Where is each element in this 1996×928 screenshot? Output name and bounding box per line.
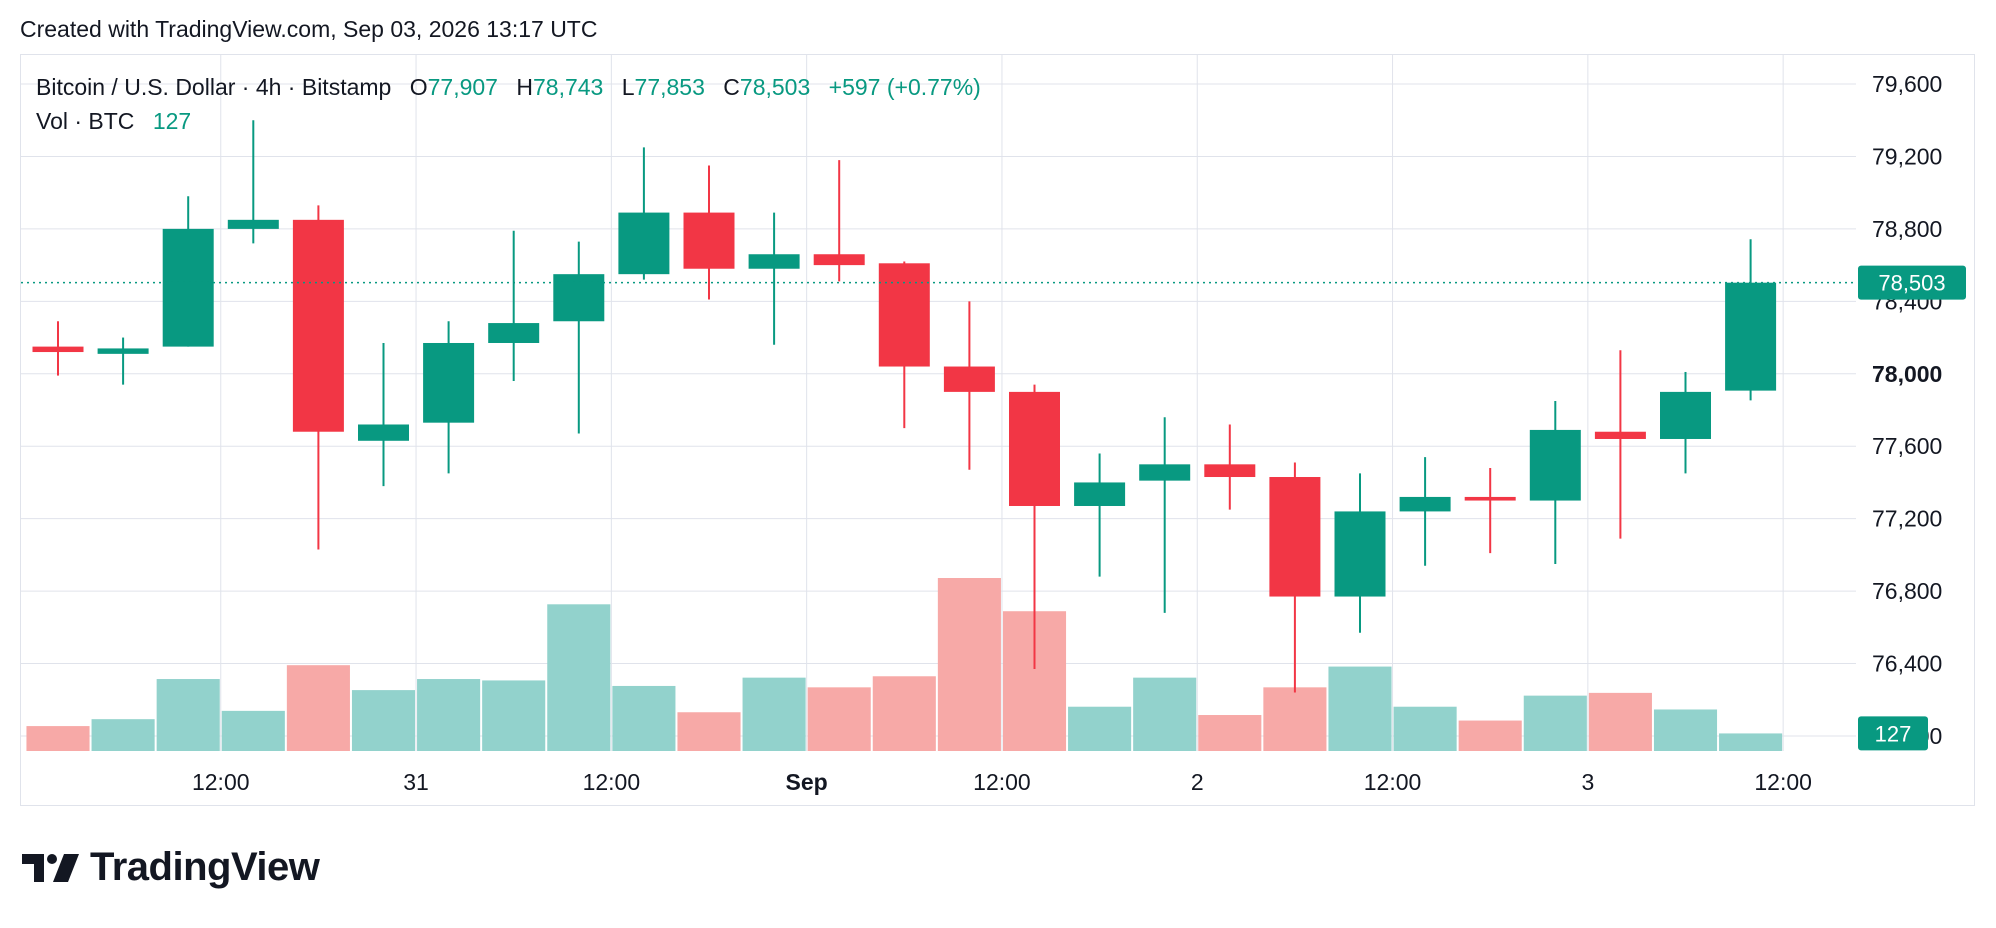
candle-body (618, 212, 670, 275)
x-tick-label: 2 (1191, 769, 1204, 795)
candle-body (32, 346, 84, 353)
volume-value: 127 (152, 108, 192, 134)
volume-label: Vol · BTC (36, 108, 135, 134)
volume-bar (612, 685, 676, 751)
volume-bar (742, 677, 806, 751)
open-value: 77,907 (427, 74, 498, 100)
candle-body (1594, 431, 1646, 439)
volume-bar (1263, 687, 1327, 751)
volume-bar (1328, 666, 1392, 751)
volume-bar (872, 676, 936, 751)
high-label: H (516, 74, 533, 100)
x-tick-label: 12:00 (1364, 769, 1422, 795)
volume-bar (1523, 695, 1587, 751)
last-price-tag (1858, 265, 1966, 300)
candle-body (683, 212, 735, 269)
y-tick-label: 79,600 (1872, 71, 1942, 97)
last-price-tag-label: 78,503 (1878, 271, 1945, 296)
volume-bar (547, 604, 611, 751)
volume-bar (156, 679, 220, 751)
chart-frame[interactable] (20, 54, 1975, 806)
x-tick-label: Sep (786, 769, 828, 795)
x-tick-label: 31 (403, 769, 429, 795)
candle-body (943, 366, 995, 392)
candle-body (1204, 464, 1256, 478)
candle-body (97, 348, 149, 354)
close-value: 78,503 (739, 74, 811, 100)
volume-bar (807, 687, 871, 751)
volume-bar (937, 578, 1001, 751)
y-tick-label: 78,800 (1872, 216, 1942, 242)
x-tick-label: 12:00 (192, 769, 250, 795)
volume-bar (221, 710, 285, 751)
candle-body (488, 323, 540, 343)
low-value: 77,853 (634, 74, 705, 100)
tradingview-logo[interactable]: TradingView (22, 845, 320, 890)
candle-body (553, 274, 605, 322)
y-tick-label: 78,000 (1872, 361, 1942, 387)
change-value: +597 (+0.77%) (828, 74, 981, 100)
candle-body (162, 228, 214, 347)
volume-bar (286, 665, 350, 751)
last-volume-tag-label: 127 (1875, 721, 1912, 746)
candle-body (1660, 391, 1711, 439)
y-tick-label: 76,400 (1872, 651, 1942, 677)
y-tick-label: 77,600 (1872, 433, 1942, 459)
volume-bar (91, 719, 155, 751)
candle-body (813, 254, 865, 266)
y-tick-label: 79,200 (1872, 143, 1942, 169)
volume-bar (26, 726, 90, 751)
volume-bar (1588, 692, 1652, 751)
volume-bar (1653, 709, 1718, 751)
candle-body (1334, 511, 1386, 597)
x-tick-label: 12:00 (973, 769, 1031, 795)
volume-bar (482, 680, 546, 751)
volume-bar (1198, 715, 1262, 751)
candle-body (292, 219, 344, 432)
candle-body (748, 254, 800, 269)
close-label: C (723, 74, 740, 100)
candle-body (1529, 429, 1581, 501)
candle-body (878, 263, 930, 367)
candle-body (1464, 496, 1516, 501)
volume-bar (1458, 720, 1522, 751)
open-label: O (409, 74, 428, 100)
candle-body (1139, 464, 1191, 481)
candle-body (423, 342, 475, 423)
candle-body (1009, 391, 1060, 506)
low-label: L (621, 74, 635, 100)
high-value: 78,743 (533, 74, 604, 100)
candle-body (358, 424, 409, 441)
x-tick-label: 12:00 (583, 769, 641, 795)
y-tick-label: 76,800 (1872, 578, 1942, 604)
symbol-label: Bitcoin / U.S. Dollar · 4h · Bitstamp (36, 74, 392, 100)
chart-legend: Bitcoin / U.S. Dollar · 4h · Bitstamp O7… (36, 70, 981, 138)
candle-body (1725, 282, 1777, 391)
volume-bar (1068, 706, 1132, 751)
volume-bar (351, 690, 416, 751)
x-tick-label: 3 (1581, 769, 1594, 795)
candle-body (1074, 482, 1126, 506)
candle-body (1399, 496, 1451, 512)
volume-bar (1393, 706, 1457, 751)
watermark-header: Created with TradingView.com, Sep 03, 20… (20, 16, 598, 42)
tradingview-logo-icon (22, 853, 79, 882)
last-volume-tag (1858, 716, 1928, 751)
volume-bar (417, 679, 481, 751)
volume-legend-row: Vol · BTC 127 (36, 104, 981, 138)
candle-body (1269, 477, 1321, 597)
volume-bar (1133, 677, 1197, 751)
volume-bar (677, 712, 741, 751)
ohlc-legend-row: Bitcoin / U.S. Dollar · 4h · Bitstamp O7… (36, 70, 981, 104)
x-tick-label: 12:00 (1754, 769, 1812, 795)
y-tick-label: 77,200 (1872, 506, 1942, 532)
candle-body (227, 219, 279, 229)
tradingview-logo-text: TradingView (90, 845, 320, 889)
volume-bar (1719, 733, 1783, 751)
